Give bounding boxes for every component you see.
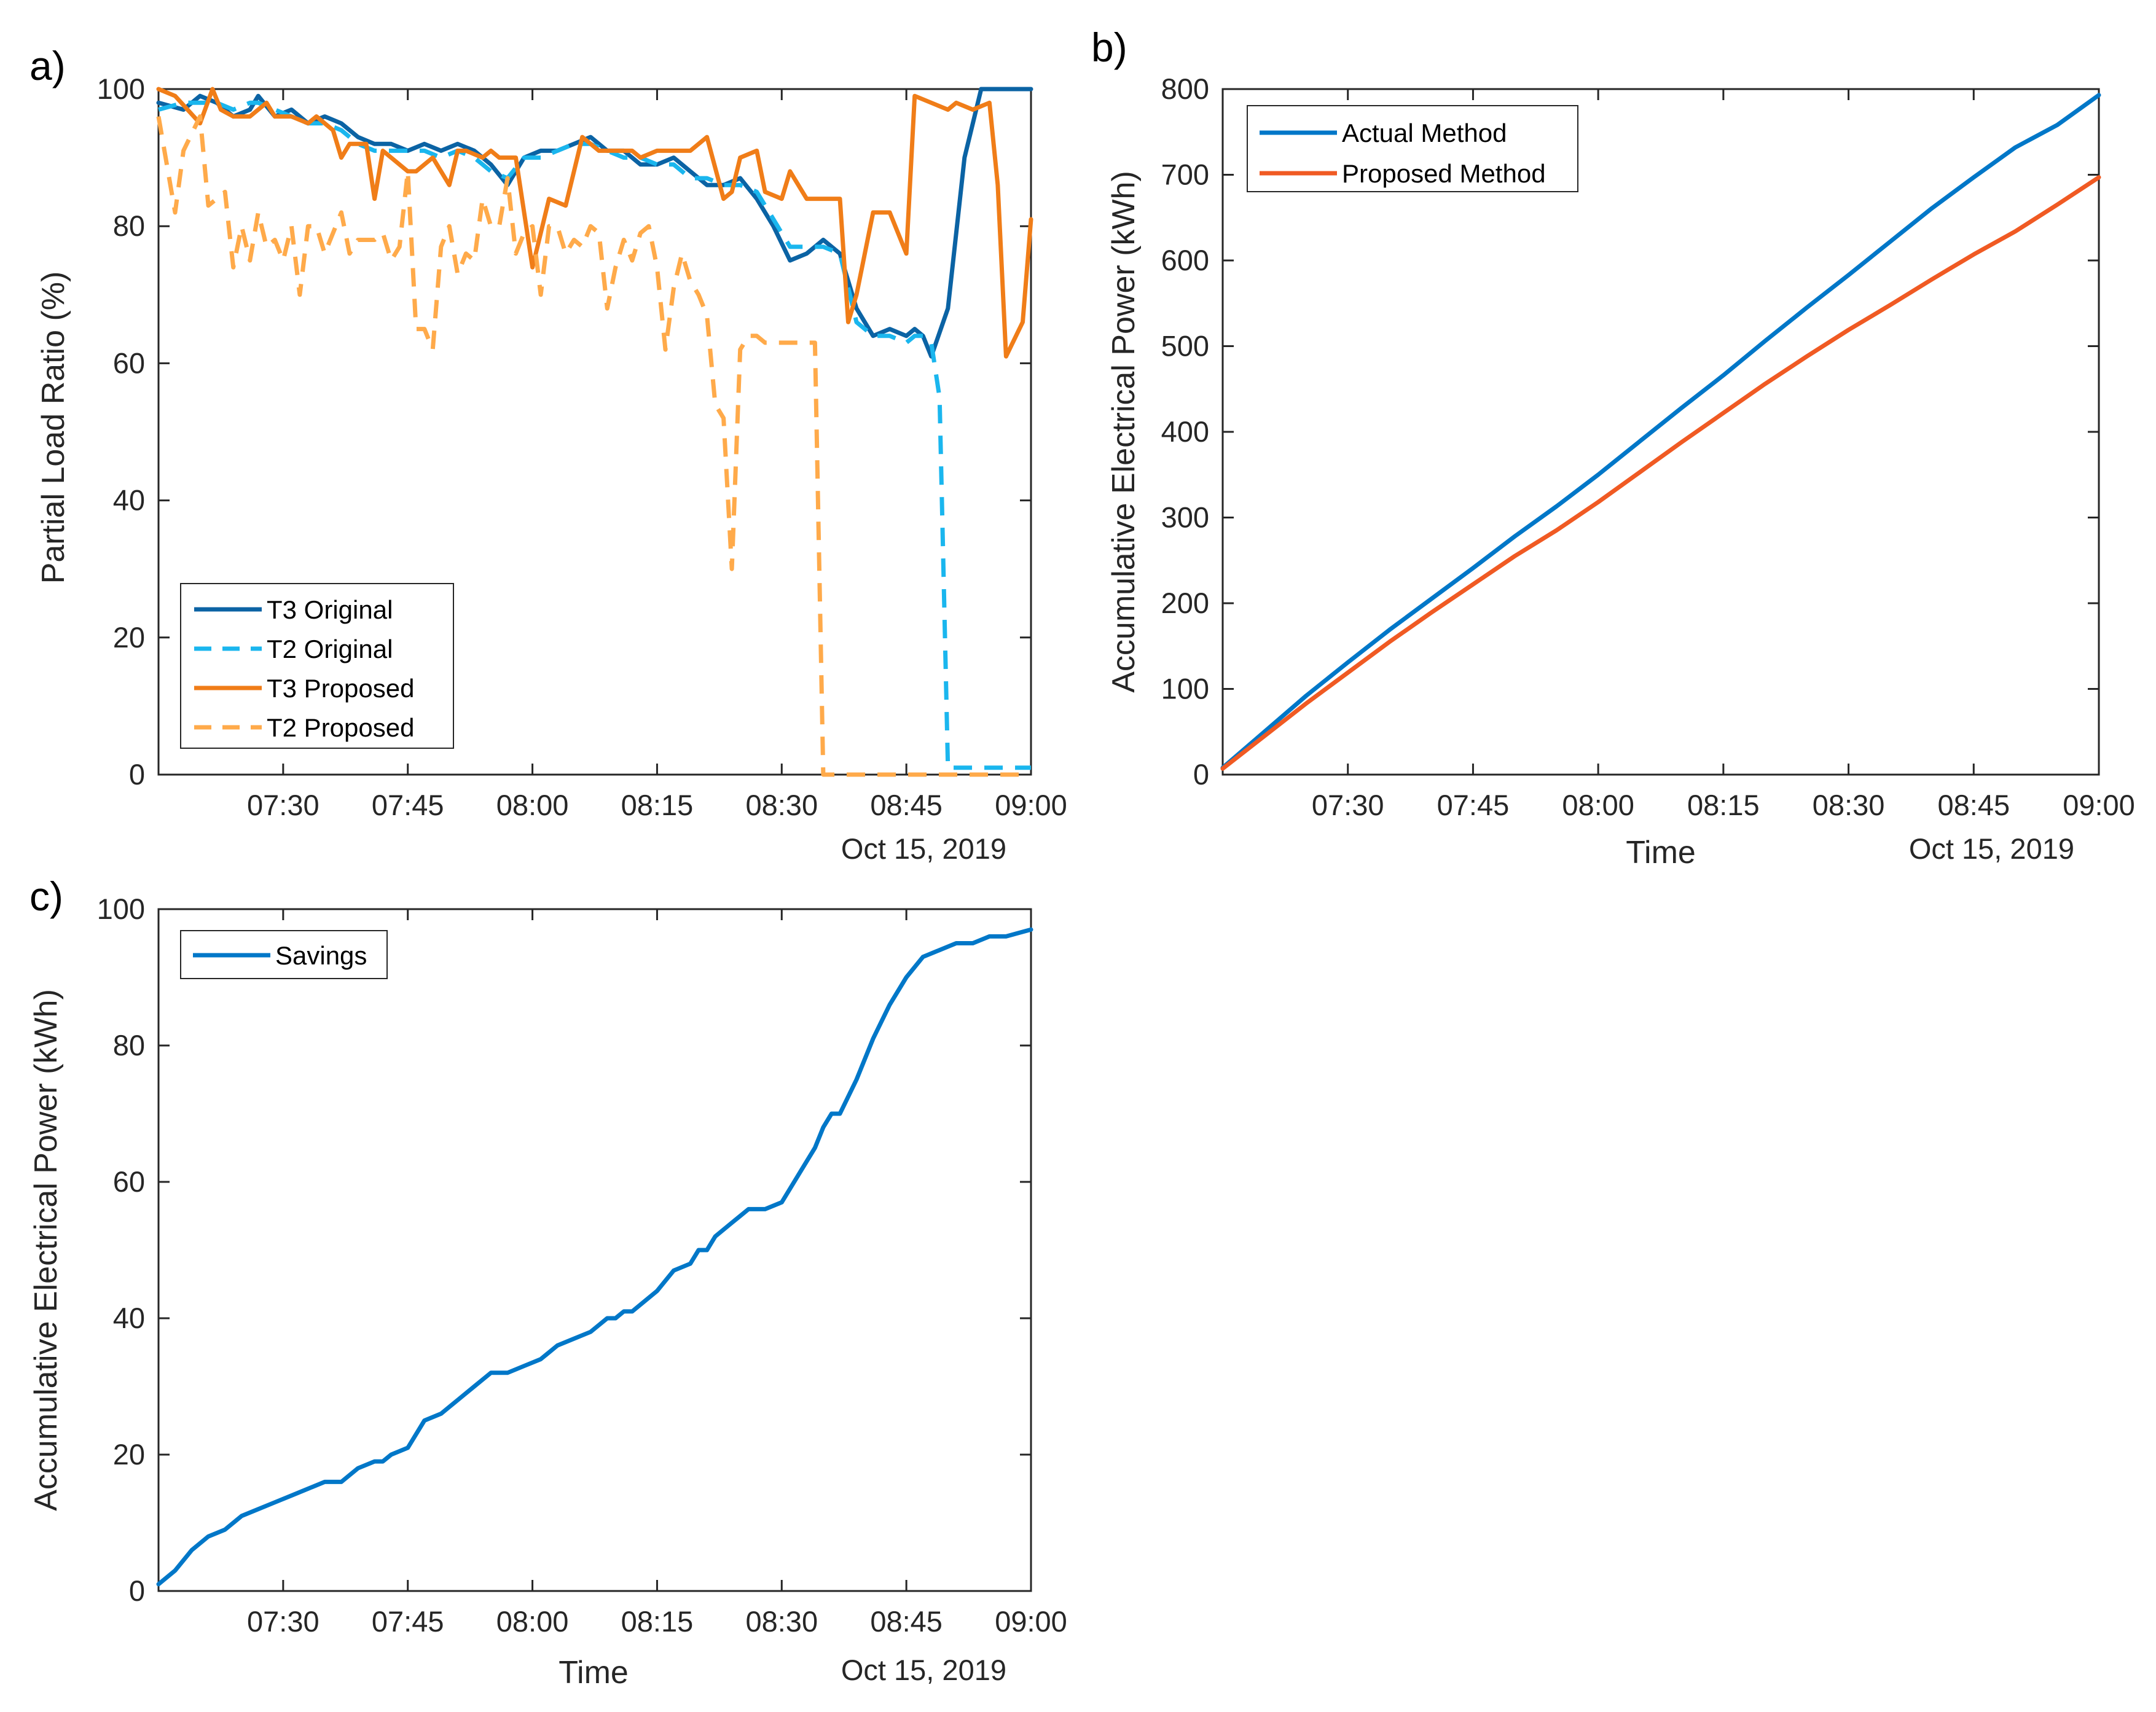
x-tick-label: 08:45 (870, 789, 943, 821)
x-tick-label: 09:00 (995, 1605, 1067, 1638)
panel-b-xlabel: Time (1626, 835, 1696, 870)
y-tick-label: 500 (1161, 330, 1209, 362)
y-tick-label: 80 (113, 209, 145, 242)
y-tick-label: 400 (1161, 415, 1209, 448)
panel-a-y-axis: 0 20 40 60 80 100 (97, 72, 1031, 791)
y-tick-label: 80 (113, 1029, 145, 1061)
panel-b-date-label: Oct 15, 2019 (1909, 832, 2074, 865)
panel-a-label: a) (29, 43, 66, 88)
x-tick-label: 08:45 (870, 1605, 943, 1638)
panel-c-series (156, 927, 1033, 1587)
panel-c-y-axis: 0 20 40 60 80 100 (97, 893, 1031, 1607)
series-line-actual-method (1220, 93, 2101, 770)
x-tick-label: 07:30 (247, 789, 319, 821)
y-tick-label: 20 (113, 1438, 145, 1471)
legend-label: T2 Proposed (267, 713, 414, 742)
panel-c-date-label: Oct 15, 2019 (841, 1654, 1006, 1686)
panel-b-series (1220, 93, 2101, 771)
series-line-t2-proposed (156, 114, 1031, 777)
panel-c-ylabel: Accumulative Electrical Power (kWh) (28, 989, 64, 1511)
y-tick-label: 60 (113, 1165, 145, 1198)
series-line-savings (156, 927, 1033, 1587)
x-tick-label: 09:00 (995, 789, 1067, 821)
panel-c-legend: Savings (180, 930, 388, 979)
panel-b-accumulative-power: b) Accumulative Electrical Power (kWh) 0… (1091, 25, 2135, 870)
panel-c-label: c) (29, 874, 63, 919)
x-tick-label: 07:45 (1437, 789, 1510, 821)
series-line-t3-proposed (156, 87, 1033, 359)
panel-b-label: b) (1091, 25, 1127, 70)
x-tick-label: 08:45 (1937, 789, 2010, 821)
x-tick-label: 08:30 (745, 789, 818, 821)
panel-a-date-label: Oct 15, 2019 (841, 832, 1006, 865)
y-tick-label: 60 (113, 346, 145, 379)
panel-c-xlabel: Time (559, 1655, 629, 1691)
panel-a-ylabel: Partial Load Ratio (%) (36, 272, 71, 584)
panel-a-partial-load-ratio: a) Partial Load Ratio (%) 0 20 40 60 80 100 0… (29, 43, 1067, 865)
legend-label: T2 Original (267, 635, 393, 663)
panel-b-y-axis: 0 100 200 300 400 500 600 700 800 (1161, 72, 2099, 791)
legend-label: Savings (275, 941, 367, 970)
y-tick-label: 800 (1161, 72, 1209, 105)
series-line-proposed-method (1220, 175, 2101, 771)
panel-b-legend: Actual Method Proposed Method (1247, 105, 1578, 192)
y-tick-label: 0 (1193, 758, 1209, 791)
x-tick-label: 08:00 (496, 1605, 569, 1638)
legend-label: Proposed Method (1342, 159, 1546, 188)
x-tick-label: 08:15 (621, 1605, 694, 1638)
panel-b-x-axis: 07:30 07:45 08:00 08:15 08:30 08:45 09:00 (1312, 89, 2135, 821)
panel-a-legend: T3 Original T2 Original T3 Proposed T2 Prop… (180, 583, 454, 749)
panel-b-ylabel: Accumulative Electrical Power (kWh) (1106, 171, 1142, 693)
y-tick-label: 300 (1161, 501, 1209, 534)
x-tick-label: 08:15 (621, 789, 694, 821)
panel-a-x-axis: 07:30 07:45 08:00 08:15 08:30 08:45 09:00 (247, 89, 1067, 821)
y-tick-label: 0 (129, 1574, 145, 1607)
y-tick-label: 700 (1161, 158, 1209, 191)
y-tick-label: 600 (1161, 244, 1209, 276)
panel-c-savings: c) Accumulative Electrical Power (kWh) 0… (28, 874, 1067, 1691)
x-tick-label: 08:30 (1813, 789, 1885, 821)
y-tick-label: 100 (1161, 673, 1209, 705)
y-tick-label: 40 (113, 484, 145, 517)
y-tick-label: 200 (1161, 587, 1209, 619)
x-tick-label: 08:00 (1562, 789, 1634, 821)
x-tick-label: 08:30 (745, 1605, 818, 1638)
x-tick-label: 07:45 (372, 1605, 444, 1638)
y-tick-label: 100 (97, 893, 145, 925)
x-tick-label: 07:30 (1312, 789, 1384, 821)
legend-label: T3 Original (267, 595, 393, 624)
y-tick-label: 100 (97, 72, 145, 105)
x-tick-label: 08:00 (496, 789, 569, 821)
legend-label: Actual Method (1342, 119, 1507, 147)
x-tick-label: 07:30 (247, 1605, 319, 1638)
y-tick-label: 0 (129, 758, 145, 791)
panel-b-plot-area (1221, 88, 2100, 776)
legend-label: T3 Proposed (267, 674, 414, 703)
panel-c-plot-area (157, 908, 1032, 1592)
x-tick-label: 07:45 (372, 789, 444, 821)
y-tick-label: 40 (113, 1302, 145, 1334)
x-tick-label: 08:15 (1687, 789, 1760, 821)
y-tick-label: 20 (113, 621, 145, 654)
panel-a-series (156, 87, 1033, 777)
panel-c-x-axis: 07:30 07:45 08:00 08:15 08:30 08:45 09:00 (247, 909, 1067, 1638)
x-tick-label: 09:00 (2063, 789, 2135, 821)
